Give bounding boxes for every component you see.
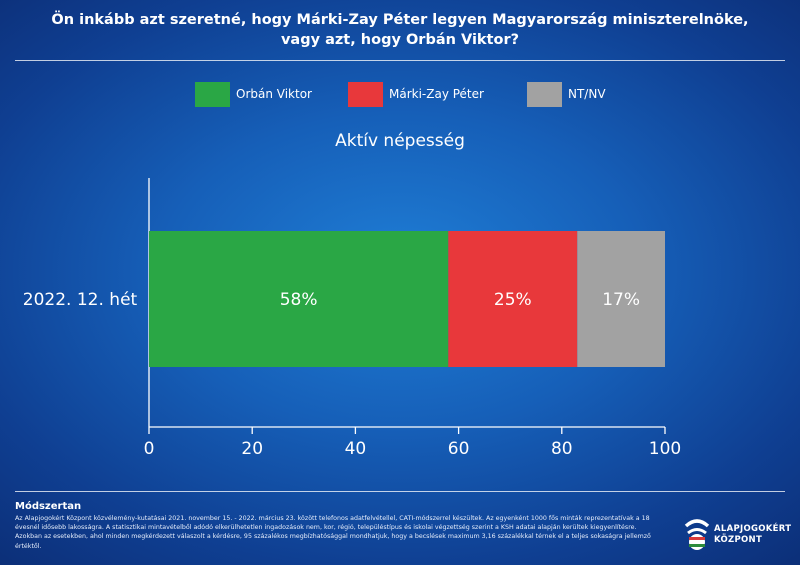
chart-title-line-1: Ön inkább azt szeretné, hogy Márki-Zay P… — [51, 12, 749, 28]
legend-swatch-ntnv — [527, 81, 562, 107]
legend-item-ntnv: NT/NV — [527, 80, 606, 108]
data-label-2: 17% — [602, 290, 640, 310]
chart-title: Ön inkább azt szeretné, hogy Márki-Zay P… — [20, 10, 780, 50]
logo-text-line-2: KÖZPONT — [714, 535, 763, 545]
methodology-text: Az Alapjogokért Központ közvélemény-kuta… — [15, 515, 651, 550]
alapjogokert-kozpont-logo: ALAPJOGOKÉRT KÖZPONT — [682, 518, 792, 552]
x-tick-label: 40 — [345, 439, 367, 459]
legend-item-orban: Orbán Viktor — [195, 80, 312, 108]
x-tick-label: 80 — [551, 439, 573, 459]
legend-label-marki-zay: Márki-Zay Péter — [389, 87, 484, 101]
bar-segment-1 — [448, 231, 578, 367]
chart-title-line-2: vagy azt, hogy Orbán Viktor? — [280, 32, 520, 48]
footer-divider — [15, 491, 785, 492]
x-tick-label: 20 — [241, 439, 263, 459]
data-label-1: 25% — [494, 290, 532, 310]
category-label: 2022. 12. hét — [23, 290, 138, 310]
data-label-0: 58% — [280, 290, 318, 310]
bar-segment-0 — [149, 231, 449, 367]
chart-subtitle: Aktív népesség — [335, 131, 465, 151]
methodology-title: Módszertan — [15, 501, 82, 512]
bar-segment-2 — [577, 231, 665, 367]
legend-label-ntnv: NT/NV — [568, 87, 606, 101]
logo-emblem-icon — [684, 519, 710, 550]
x-tick-label: 100 — [649, 439, 681, 459]
legend-swatch-orban — [195, 81, 230, 107]
x-tick-label: 60 — [448, 439, 470, 459]
logo-text-line-1: ALAPJOGOKÉRT — [714, 524, 792, 534]
legend-item-marki-zay: Márki-Zay Péter — [348, 80, 484, 108]
legend-swatch-marki-zay — [348, 81, 383, 107]
header-divider — [15, 60, 785, 61]
x-tick-label: 0 — [144, 439, 155, 459]
legend-label-orban: Orbán Viktor — [236, 87, 312, 101]
